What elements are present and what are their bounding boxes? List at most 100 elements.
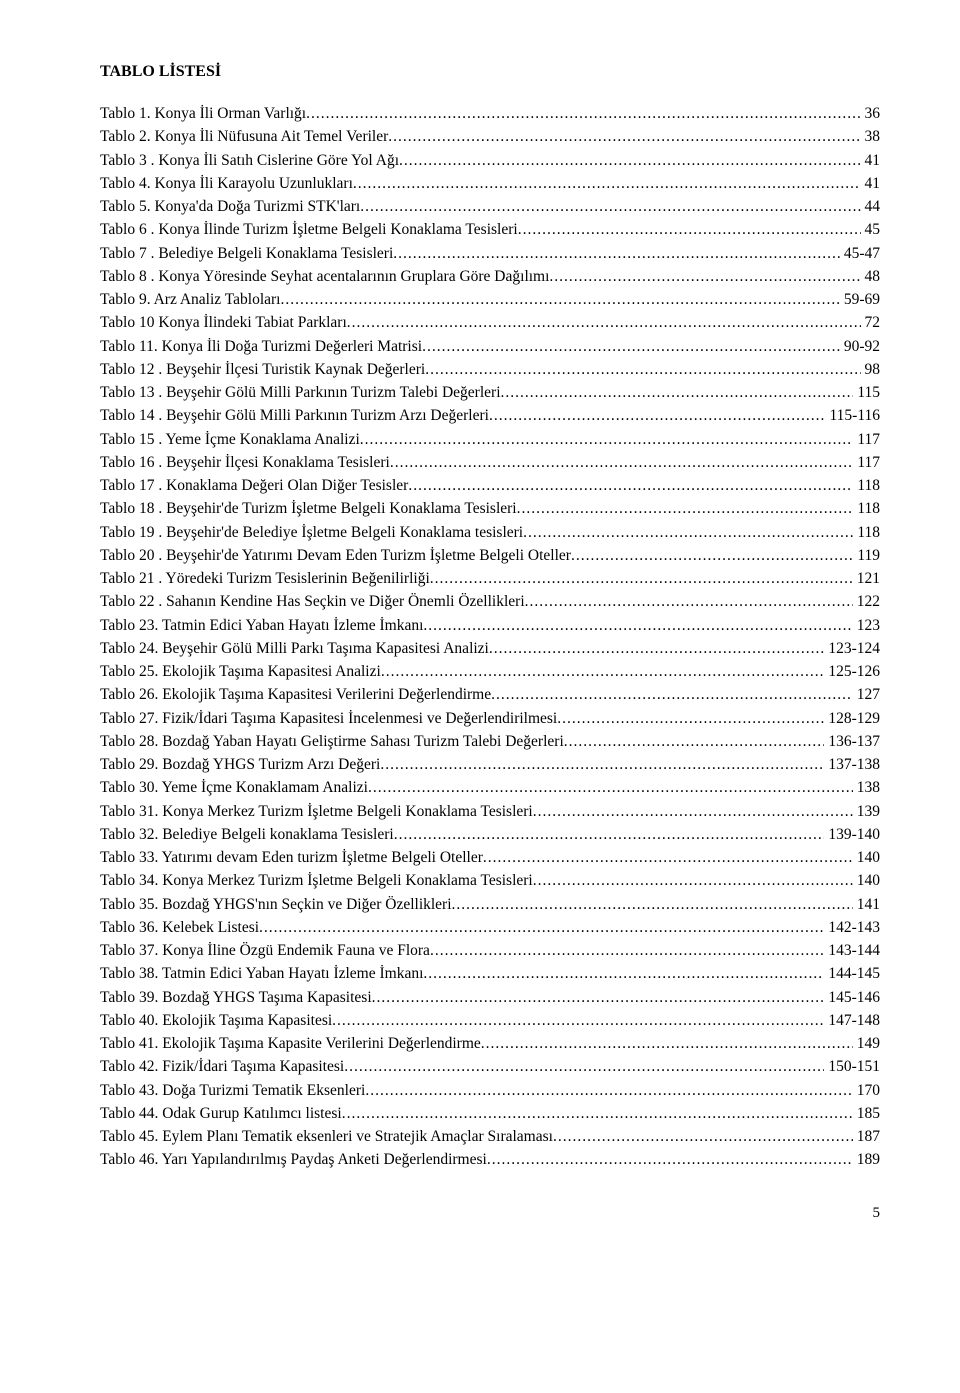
toc-leader-dots bbox=[489, 637, 824, 660]
toc-entry-page: 118 bbox=[853, 474, 880, 497]
toc-entry-label: Tablo 31. Konya Merkez Turizm İşletme Be… bbox=[100, 800, 533, 823]
toc-entry: Tablo 42. Fizik/İdari Taşıma Kapasitesi … bbox=[100, 1055, 880, 1078]
toc-leader-dots bbox=[360, 195, 860, 218]
toc-leader-dots bbox=[365, 1079, 852, 1102]
toc-entry-label: Tablo 45. Eylem Planı Tematik eksenleri … bbox=[100, 1125, 553, 1148]
toc-entry: Tablo 12 . Beyşehir İlçesi Turistik Kayn… bbox=[100, 358, 880, 381]
toc-entry: Tablo 31. Konya Merkez Turizm İşletme Be… bbox=[100, 800, 880, 823]
toc-entry-page: 136-137 bbox=[824, 730, 880, 753]
toc-entry: Tablo 40. Ekolojik Taşıma Kapasitesi 147… bbox=[100, 1009, 880, 1032]
toc-entry-label: Tablo 13 . Beyşehir Gölü Milli Parkının … bbox=[100, 381, 501, 404]
toc-entry-label: Tablo 22 . Sahanın Kendine Has Seçkin ve… bbox=[100, 590, 525, 613]
toc-entry: Tablo 20 . Beyşehir'de Yatırımı Devam Ed… bbox=[100, 544, 880, 567]
toc-entry-page: 36 bbox=[861, 102, 881, 125]
toc-entry-page: 122 bbox=[853, 590, 880, 613]
toc-entry-label: Tablo 7 . Belediye Belgeli Konaklama Tes… bbox=[100, 242, 393, 265]
toc-entry-label: Tablo 5. Konya'da Doğa Turizmi STK'ları bbox=[100, 195, 360, 218]
toc-entry-label: Tablo 9. Arz Analiz Tabloları bbox=[100, 288, 280, 311]
toc-entry-label: Tablo 26. Ekolojik Taşıma Kapasitesi Ver… bbox=[100, 683, 491, 706]
toc-entry-page: 41 bbox=[861, 149, 881, 172]
toc-entry-label: Tablo 46. Yarı Yapılandırılmış Paydaş An… bbox=[100, 1148, 487, 1171]
toc-entry: Tablo 38. Tatmin Edici Yaban Hayatı İzle… bbox=[100, 962, 880, 985]
toc-entry-page: 144-145 bbox=[824, 962, 880, 985]
toc-entry-label: Tablo 36. Kelebek Listesi bbox=[100, 916, 259, 939]
toc-entry-page: 38 bbox=[861, 125, 881, 148]
toc-entry: Tablo 3 . Konya İli Satıh Cislerine Göre… bbox=[100, 149, 880, 172]
toc-entry-page: 149 bbox=[853, 1032, 880, 1055]
toc-entry-label: Tablo 18 . Beyşehir'de Turizm İşletme Be… bbox=[100, 497, 517, 520]
toc-entry: Tablo 46. Yarı Yapılandırılmış Paydaş An… bbox=[100, 1148, 880, 1171]
toc-leader-dots bbox=[390, 451, 853, 474]
toc-leader-dots bbox=[425, 358, 860, 381]
toc-entry: Tablo 21 . Yöredeki Turizm Tesislerinin … bbox=[100, 567, 880, 590]
toc-entry-page: 142-143 bbox=[824, 916, 880, 939]
toc-entry-page: 125-126 bbox=[824, 660, 880, 683]
toc-entry-label: Tablo 21 . Yöredeki Turizm Tesislerinin … bbox=[100, 567, 430, 590]
toc-leader-dots bbox=[344, 1055, 824, 1078]
toc-entry-label: Tablo 41. Ekolojik Taşıma Kapasite Veril… bbox=[100, 1032, 481, 1055]
toc-entry: Tablo 33. Yatırımı devam Eden turizm İşl… bbox=[100, 846, 880, 869]
toc-leader-dots bbox=[381, 660, 825, 683]
toc-entry-label: Tablo 23. Tatmin Edici Yaban Hayatı İzle… bbox=[100, 614, 423, 637]
toc-entry-page: 141 bbox=[853, 893, 880, 916]
toc-entry: Tablo 29. Bozdağ YHGS Turizm Arzı Değeri… bbox=[100, 753, 880, 776]
toc-entry-label: Tablo 37. Konya İline Özgü Endemik Fauna… bbox=[100, 939, 430, 962]
toc-leader-dots bbox=[342, 1102, 853, 1125]
toc-leader-dots bbox=[408, 474, 853, 497]
toc-entry-label: Tablo 32. Belediye Belgeli konaklama Tes… bbox=[100, 823, 394, 846]
toc-entry: Tablo 9. Arz Analiz Tabloları 59-69 bbox=[100, 288, 880, 311]
toc-entry: Tablo 30. Yeme İçme Konaklamam Analizi 1… bbox=[100, 776, 880, 799]
toc-entry-label: Tablo 39. Bozdağ YHGS Taşıma Kapasitesi bbox=[100, 986, 372, 1009]
toc-entry: Tablo 8 . Konya Yöresinde Seyhat acental… bbox=[100, 265, 880, 288]
toc-entry: Tablo 45. Eylem Planı Tematik eksenleri … bbox=[100, 1125, 880, 1148]
toc-entry-page: 150-151 bbox=[824, 1055, 880, 1078]
toc-entry-label: Tablo 15 . Yeme İçme Konaklama Analizi bbox=[100, 428, 360, 451]
toc-entry: Tablo 11. Konya İli Doğa Turizmi Değerle… bbox=[100, 335, 880, 358]
toc-entry-page: 59-69 bbox=[840, 288, 880, 311]
toc-leader-dots bbox=[259, 916, 824, 939]
toc-leader-dots bbox=[517, 497, 854, 520]
toc-entry-label: Tablo 30. Yeme İçme Konaklamam Analizi bbox=[100, 776, 368, 799]
toc-leader-dots bbox=[525, 590, 853, 613]
toc-entry: Tablo 19 . Beyşehir'de Belediye İşletme … bbox=[100, 521, 880, 544]
toc-leader-dots bbox=[422, 335, 840, 358]
toc-entry: Tablo 28. Bozdağ Yaban Hayatı Geliştirme… bbox=[100, 730, 880, 753]
toc-leader-dots bbox=[332, 1009, 824, 1032]
toc-entry-label: Tablo 40. Ekolojik Taşıma Kapasitesi bbox=[100, 1009, 332, 1032]
toc-entry-page: 189 bbox=[853, 1148, 880, 1171]
toc-entry-page: 127 bbox=[853, 683, 880, 706]
toc-leader-dots bbox=[347, 311, 861, 334]
toc-entry-label: Tablo 19 . Beyşehir'de Belediye İşletme … bbox=[100, 521, 523, 544]
toc-entry-page: 140 bbox=[853, 869, 880, 892]
toc-entry-label: Tablo 42. Fizik/İdari Taşıma Kapasitesi bbox=[100, 1055, 344, 1078]
toc-entry-page: 117 bbox=[853, 451, 880, 474]
toc-entry-label: Tablo 10 Konya İlindeki Tabiat Parkları bbox=[100, 311, 347, 334]
toc-entry-page: 115-116 bbox=[825, 404, 880, 427]
toc-entry-page: 98 bbox=[861, 358, 881, 381]
toc-entry: Tablo 7 . Belediye Belgeli Konaklama Tes… bbox=[100, 242, 880, 265]
toc-entry-label: Tablo 20 . Beyşehir'de Yatırımı Devam Ed… bbox=[100, 544, 571, 567]
toc-leader-dots bbox=[353, 172, 861, 195]
toc-entry: Tablo 41. Ekolojik Taşıma Kapasite Veril… bbox=[100, 1032, 880, 1055]
toc-entry: Tablo 39. Bozdağ YHGS Taşıma Kapasitesi … bbox=[100, 986, 880, 1009]
toc-entry: Tablo 18 . Beyşehir'de Turizm İşletme Be… bbox=[100, 497, 880, 520]
toc-entry: Tablo 14 . Beyşehir Gölü Milli Parkının … bbox=[100, 404, 880, 427]
toc-entry-page: 137-138 bbox=[824, 753, 880, 776]
table-of-contents: Tablo 1. Konya İli Orman Varlığı 36Tablo… bbox=[100, 102, 880, 1172]
toc-leader-dots bbox=[430, 567, 853, 590]
toc-entry: Tablo 25. Ekolojik Taşıma Kapasitesi Ana… bbox=[100, 660, 880, 683]
toc-entry: Tablo 23. Tatmin Edici Yaban Hayatı İzle… bbox=[100, 614, 880, 637]
toc-entry-label: Tablo 3 . Konya İli Satıh Cislerine Göre… bbox=[100, 149, 399, 172]
toc-entry-page: 138 bbox=[853, 776, 880, 799]
toc-entry: Tablo 15 . Yeme İçme Konaklama Analizi 1… bbox=[100, 428, 880, 451]
toc-leader-dots bbox=[388, 125, 860, 148]
toc-leader-dots bbox=[423, 962, 824, 985]
toc-entry: Tablo 24. Beyşehir Gölü Milli Parkı Taşı… bbox=[100, 637, 880, 660]
toc-entry: Tablo 16 . Beyşehir İlçesi Konaklama Tes… bbox=[100, 451, 880, 474]
toc-entry-label: Tablo 29. Bozdağ YHGS Turizm Arzı Değeri bbox=[100, 753, 380, 776]
toc-entry-page: 41 bbox=[861, 172, 881, 195]
toc-entry-label: Tablo 2. Konya İli Nüfusuna Ait Temel Ve… bbox=[100, 125, 388, 148]
toc-leader-dots bbox=[280, 288, 839, 311]
toc-leader-dots bbox=[360, 428, 854, 451]
toc-entry: Tablo 2. Konya İli Nüfusuna Ait Temel Ve… bbox=[100, 125, 880, 148]
